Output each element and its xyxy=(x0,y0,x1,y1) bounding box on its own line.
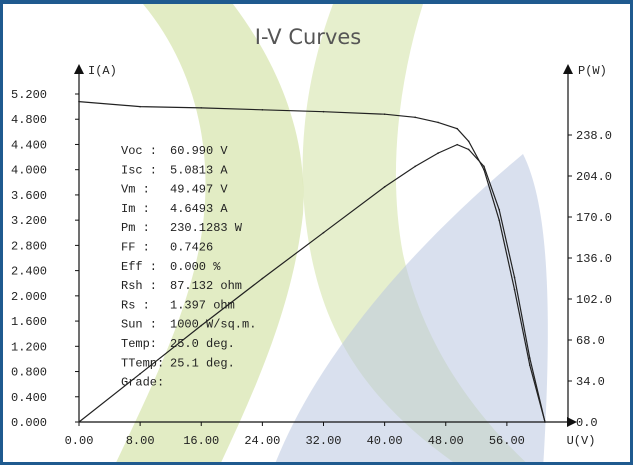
right-tick-label: 136.0 xyxy=(576,252,612,266)
x-axis-label: U(V) xyxy=(567,434,596,448)
iv-curve-point xyxy=(483,168,485,171)
x-tick-label: 48.00 xyxy=(428,434,464,448)
right-axis-label: P(W) xyxy=(578,64,607,78)
left-axis-arrow xyxy=(74,64,84,74)
info-label: FF : xyxy=(121,241,150,255)
left-tick-label: 2.800 xyxy=(11,239,47,253)
info-value: 25.0 deg. xyxy=(170,337,235,351)
info-label: Sun : xyxy=(121,318,157,332)
left-axis-label: I(A) xyxy=(88,64,117,78)
left-tick-label: 3.200 xyxy=(11,214,47,228)
right-tick-label: 204.0 xyxy=(576,170,612,184)
left-tick-label: 1.600 xyxy=(11,315,47,329)
power-curve-point xyxy=(200,324,203,327)
info-label: Im : xyxy=(121,202,150,216)
chart-title: I-V Curves xyxy=(255,25,361,49)
iv-curve-point xyxy=(383,113,386,115)
info-value: 1.397 ohm xyxy=(170,298,235,312)
iv-curve-point xyxy=(261,108,264,111)
iv-curve-point xyxy=(139,105,141,108)
left-tick-label: 4.400 xyxy=(11,138,47,152)
iv-chart: I-V Curves I(A) P(W) U(V) 0.00 8.00 16.00 2… xyxy=(11,4,612,462)
iv-curve-point xyxy=(528,364,531,367)
power-curve-point xyxy=(483,165,485,168)
x-tick-label: 24.00 xyxy=(244,434,280,448)
left-tick-label: 4.000 xyxy=(11,164,47,178)
iv-curve-point xyxy=(498,219,501,221)
iv-curve-point xyxy=(414,116,416,119)
info-value: 60.990 V xyxy=(170,144,228,158)
info-value: 0.7426 xyxy=(170,241,213,255)
power-curve-point xyxy=(139,372,141,375)
iv-curve-point xyxy=(456,127,459,130)
info-value: 5.0813 A xyxy=(170,163,228,177)
right-tick-label: 34.0 xyxy=(576,375,605,389)
right-tick-label: 102.0 xyxy=(576,293,612,307)
left-tick-label: 2.400 xyxy=(11,265,47,279)
iv-curve-point xyxy=(322,110,325,113)
iv-curve-point xyxy=(467,140,470,143)
power-curve-point xyxy=(261,277,264,280)
power-curve-point xyxy=(414,165,416,168)
power-curve-point xyxy=(544,421,546,423)
info-label: Eff : xyxy=(121,260,157,274)
power-curve-point xyxy=(513,276,516,279)
info-label: Isc : xyxy=(121,163,157,177)
info-value: 49.497 V xyxy=(170,183,228,197)
power-curve-point xyxy=(383,186,386,188)
iv-curve-point xyxy=(437,121,439,124)
right-tick-label: 170.0 xyxy=(576,211,612,225)
x-tick-label: 16.00 xyxy=(183,434,219,448)
x-tick-label: 0.00 xyxy=(65,434,94,448)
right-tick-label: 238.0 xyxy=(576,129,612,143)
left-tick-label: 1.200 xyxy=(11,340,47,354)
iv-curve-point xyxy=(513,288,516,291)
power-curve-point xyxy=(437,152,439,154)
right-tick-label: 68.0 xyxy=(576,334,605,348)
info-label: Grade: xyxy=(121,376,164,390)
info-value: 4.6493 A xyxy=(170,202,228,216)
info-value: 230.1283 W xyxy=(170,221,243,235)
info-value: 25.1 deg. xyxy=(170,356,235,370)
power-curve-point xyxy=(528,357,531,359)
info-value: 0.000 % xyxy=(170,260,221,274)
left-tick-label: 0.000 xyxy=(11,416,47,430)
info-value: 1000 W/sq.m. xyxy=(170,318,256,332)
info-label: Rsh : xyxy=(121,279,157,293)
info-label: Temp: xyxy=(121,337,157,351)
left-tick-label: 5.200 xyxy=(11,88,47,102)
left-tick-label: 2.000 xyxy=(11,290,47,304)
left-tick-label: 3.600 xyxy=(11,189,47,203)
ticks: 0.00 8.00 16.00 24.00 32.00 40.00 48.00 56.00 0.… xyxy=(11,88,612,448)
info-label: Vm : xyxy=(121,183,150,197)
power-curve-point xyxy=(467,148,470,151)
background-watermark xyxy=(116,4,548,462)
info-panel: Voc : 60.990 V Isc : 5.0813 A Vm : 49.497 V Im… xyxy=(121,144,256,390)
power-curve-point xyxy=(322,231,325,234)
info-label: Pm : xyxy=(121,221,150,235)
x-tick-label: 32.00 xyxy=(305,434,341,448)
power-curve-point xyxy=(78,421,80,423)
info-label: Voc : xyxy=(121,144,157,158)
iv-curve-point xyxy=(78,100,80,103)
power-curve-point xyxy=(498,208,501,211)
power-curve-point xyxy=(456,143,459,146)
info-label: TTemp: xyxy=(121,356,164,370)
info-label: Rs : xyxy=(121,298,150,312)
x-tick-label: 56.00 xyxy=(489,434,525,448)
iv-curve-point xyxy=(200,107,203,109)
left-tick-label: 0.400 xyxy=(11,391,47,405)
x-tick-label: 40.00 xyxy=(367,434,403,448)
right-tick-label: 0.0 xyxy=(576,416,598,430)
series xyxy=(78,100,546,423)
x-tick-label: 8.00 xyxy=(126,434,155,448)
left-tick-label: 0.800 xyxy=(11,366,47,380)
info-value: 87.132 ohm xyxy=(170,279,242,293)
right-axis-arrow xyxy=(563,64,573,74)
left-tick-label: 4.800 xyxy=(11,113,47,127)
